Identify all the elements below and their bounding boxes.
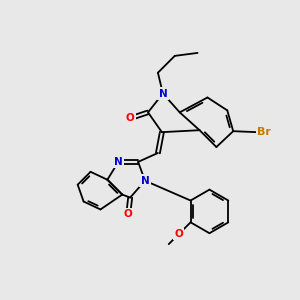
Text: O: O bbox=[124, 209, 133, 219]
Text: N: N bbox=[141, 176, 149, 186]
Text: O: O bbox=[174, 229, 183, 239]
Text: N: N bbox=[114, 157, 123, 167]
Text: N: N bbox=[158, 88, 167, 98]
Text: O: O bbox=[126, 113, 135, 123]
Text: Br: Br bbox=[257, 127, 271, 137]
